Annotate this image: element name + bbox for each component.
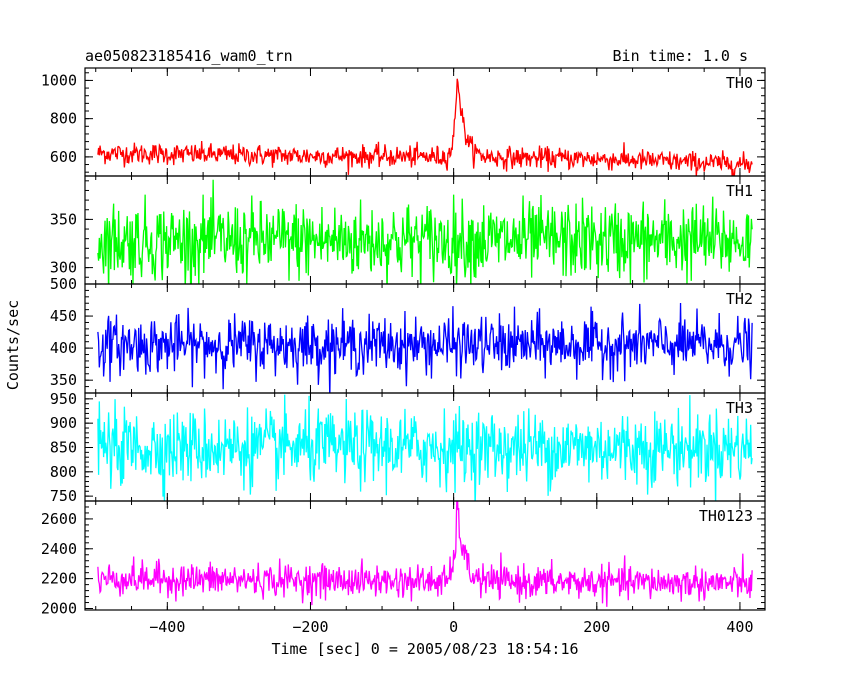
panel-label-th1: TH1 xyxy=(726,182,753,200)
y-tick-label: 500 xyxy=(50,275,77,293)
x-tick-label: −200 xyxy=(292,618,328,636)
panel-frame xyxy=(84,500,766,611)
panel-label-th0123: TH0123 xyxy=(699,507,753,525)
series-line-th1 xyxy=(97,179,753,284)
x-tick-label: 200 xyxy=(583,618,610,636)
panel-th1: 300 350 TH1 xyxy=(50,175,766,285)
x-tick-label: 0 xyxy=(449,618,458,636)
y-tick-label: 350 xyxy=(50,371,77,389)
x-axis-label: Time [sec] 0 = 2005/08/23 18:54:16 xyxy=(271,640,578,658)
panel-label-th2: TH2 xyxy=(726,290,753,308)
series-line-th2 xyxy=(97,303,753,393)
y-tick-label: 2000 xyxy=(41,600,77,618)
y-tick-label: 950 xyxy=(50,390,77,408)
y-tick-label: 600 xyxy=(50,148,77,166)
series-line-th0 xyxy=(97,78,753,176)
x-tick-label: 400 xyxy=(726,618,753,636)
panel-th3: 750 800 850 900 950 TH3 xyxy=(50,390,766,505)
chart-title: ae050823185416_wam0_trn xyxy=(85,47,293,65)
panel-th0123: 2000 2200 2400 2600 TH0123 xyxy=(41,500,766,618)
y-tick-label: 2600 xyxy=(41,510,77,528)
panel-th0: 600 800 1000 TH0 xyxy=(41,67,766,177)
y-tick-label: 2200 xyxy=(41,570,77,588)
panel-label-th3: TH3 xyxy=(726,399,753,417)
bin-time-label: Bin time: 1.0 s xyxy=(613,47,748,65)
x-tick-label: −400 xyxy=(149,618,185,636)
x-axis: −400 −200 0 200 400 xyxy=(149,618,753,636)
y-tick-label: 1000 xyxy=(41,71,77,89)
y-tick-label: 450 xyxy=(50,307,77,325)
y-tick-label: 350 xyxy=(50,210,77,228)
series-line-th0123 xyxy=(97,501,753,607)
panels: 600 800 1000 TH0 300 350 TH1 350 400 450 500 TH2 750… xyxy=(41,67,766,618)
panel-th2: 350 400 450 500 TH2 xyxy=(50,275,766,394)
panel-label-th0: TH0 xyxy=(726,74,753,92)
y-axis-label: Counts/sec xyxy=(4,300,22,390)
y-tick-label: 2400 xyxy=(41,540,77,558)
y-tick-label: 800 xyxy=(50,110,77,128)
y-tick-label: 900 xyxy=(50,414,77,432)
series-line-th3 xyxy=(97,394,753,501)
y-tick-label: 300 xyxy=(50,259,77,277)
y-tick-label: 800 xyxy=(50,463,77,481)
y-tick-label: 850 xyxy=(50,438,77,456)
y-tick-label: 400 xyxy=(50,339,77,357)
y-tick-label: 750 xyxy=(50,487,77,505)
